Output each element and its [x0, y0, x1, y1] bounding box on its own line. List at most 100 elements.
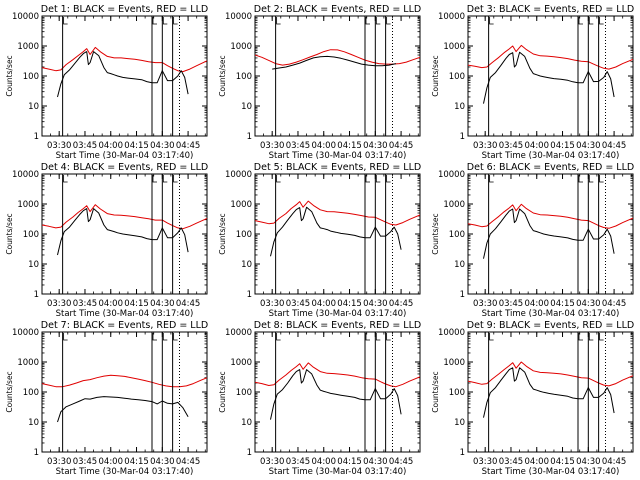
x-tick-label: 04:00 — [525, 457, 550, 467]
marker-flag-icon — [63, 17, 68, 25]
marker-flag-icon — [365, 333, 370, 341]
x-axis-title: Start Time (30-Mar-04 03:17:40) — [269, 467, 407, 477]
y-tick-label: 10000 — [225, 328, 252, 338]
marker-flag-icon — [489, 333, 494, 341]
x-tick-label: 04:30 — [363, 299, 388, 309]
marker-flag-icon — [173, 333, 178, 341]
plot-frame — [467, 15, 634, 137]
x-tick-label: 04:00 — [525, 299, 550, 309]
x-tick-label: 04:45 — [176, 299, 201, 309]
marker-flag-icon — [173, 175, 178, 183]
y-tick-label: 1 — [247, 290, 252, 300]
x-tick-label: 04:00 — [312, 141, 337, 151]
marker-flag-icon — [375, 175, 381, 183]
marker-flag-icon — [386, 17, 391, 25]
y-tick-label: 1 — [34, 448, 39, 458]
lld-rate-line — [42, 204, 207, 230]
marker-flag-icon — [578, 175, 583, 183]
y-tick-label: 1000 — [443, 42, 465, 52]
marker-flag-icon — [386, 333, 391, 341]
lld-rate-line — [468, 361, 633, 387]
marker-flag-icon — [173, 17, 178, 25]
y-tick-label: 100 — [23, 388, 39, 398]
y-tick-label: 10000 — [225, 12, 252, 22]
y-axis-title: Counts/sec — [431, 371, 440, 412]
plot-frame — [467, 331, 634, 453]
y-tick-label: 10000 — [12, 170, 39, 180]
y-tick-label: 1000 — [230, 200, 252, 210]
y-tick-label: 1 — [247, 448, 252, 458]
det-2-panel: Det 2: BLACK = Events, RED = LLD 1 10 100 10… — [218, 4, 421, 161]
marker-flag-icon — [599, 333, 604, 341]
lld-rate-line — [255, 362, 420, 388]
y-axis-title: Counts/sec — [5, 55, 14, 96]
marker-flag-icon — [365, 175, 370, 183]
lld-rate-line — [42, 46, 207, 73]
y-tick-label: 100 — [449, 230, 465, 240]
marker-flag-icon — [386, 175, 391, 183]
panel-title: Det 8: BLACK = Events, RED = LLD — [254, 320, 421, 331]
x-tick-label: 03:45 — [499, 141, 524, 151]
y-tick-label: 10000 — [438, 170, 465, 180]
det-8-panel: Det 8: BLACK = Events, RED = LLD 1 10 100 10… — [218, 320, 421, 477]
x-tick-label: 04:00 — [99, 299, 124, 309]
lld-rate-line — [255, 200, 420, 226]
x-axis-title: Start Time (30-Mar-04 03:17:40) — [56, 151, 194, 161]
x-tick-label: 04:15 — [337, 457, 362, 467]
x-tick-label: 03:30 — [260, 299, 285, 309]
y-axis-title: Counts/sec — [5, 213, 14, 254]
x-axis-title: Start Time (30-Mar-04 03:17:40) — [482, 151, 620, 161]
marker-flag-icon — [63, 333, 68, 341]
y-tick-label: 100 — [236, 72, 252, 82]
x-tick-label: 03:30 — [47, 141, 72, 151]
y-tick-label: 10000 — [12, 12, 39, 22]
events-rate-line — [270, 369, 402, 420]
marker-flag-icon — [578, 333, 583, 341]
marker-flag-icon — [152, 333, 157, 341]
marker-flag-icon — [162, 175, 168, 183]
y-axis-title: Counts/sec — [218, 55, 227, 96]
y-axis-title: Counts/sec — [431, 55, 440, 96]
x-tick-label: 04:30 — [576, 299, 601, 309]
x-axis-title: Start Time (30-Mar-04 03:17:40) — [269, 309, 407, 319]
marker-flag-icon — [489, 175, 494, 183]
x-tick-label: 04:30 — [150, 141, 175, 151]
x-tick-label: 04:45 — [176, 457, 201, 467]
x-axis-title: Start Time (30-Mar-04 03:17:40) — [56, 467, 194, 477]
y-tick-label: 10000 — [12, 328, 39, 338]
x-tick-label: 03:45 — [286, 457, 311, 467]
marker-flag-icon — [276, 175, 281, 183]
events-rate-line — [270, 206, 402, 257]
marker-flag-icon — [588, 333, 594, 341]
x-tick-label: 04:15 — [550, 141, 575, 151]
lld-rate-line — [468, 203, 633, 229]
x-tick-label: 04:15 — [124, 141, 149, 151]
marker-flag-icon — [599, 17, 604, 25]
marker-flag-icon — [588, 17, 594, 25]
marker-flag-icon — [489, 17, 494, 25]
marker-flag-icon — [365, 17, 370, 25]
y-tick-label: 1000 — [230, 358, 252, 368]
events-rate-line — [57, 51, 189, 98]
x-tick-label: 03:30 — [473, 299, 498, 309]
y-tick-label: 10 — [28, 260, 39, 270]
y-tick-label: 10000 — [438, 328, 465, 338]
panel-title: Det 9: BLACK = Events, RED = LLD — [467, 320, 634, 331]
x-axis-title: Start Time (30-Mar-04 03:17:40) — [56, 309, 194, 319]
lld-rate-line — [42, 374, 207, 388]
x-tick-label: 04:45 — [602, 299, 627, 309]
y-tick-label: 1 — [34, 132, 39, 142]
plot-frame — [467, 173, 634, 295]
panel-title: Det 1: BLACK = Events, RED = LLD — [41, 4, 208, 15]
y-tick-label: 10 — [241, 418, 252, 428]
x-tick-label: 03:45 — [499, 299, 524, 309]
x-tick-label: 04:15 — [337, 299, 362, 309]
x-tick-label: 04:45 — [602, 457, 627, 467]
x-axis-title: Start Time (30-Mar-04 03:17:40) — [482, 467, 620, 477]
y-tick-label: 100 — [449, 388, 465, 398]
panel-title: Det 2: BLACK = Events, RED = LLD — [254, 4, 421, 15]
x-tick-label: 04:45 — [389, 141, 414, 151]
events-rate-line — [272, 55, 397, 70]
x-tick-label: 04:30 — [150, 299, 175, 309]
y-tick-label: 10 — [454, 102, 465, 112]
